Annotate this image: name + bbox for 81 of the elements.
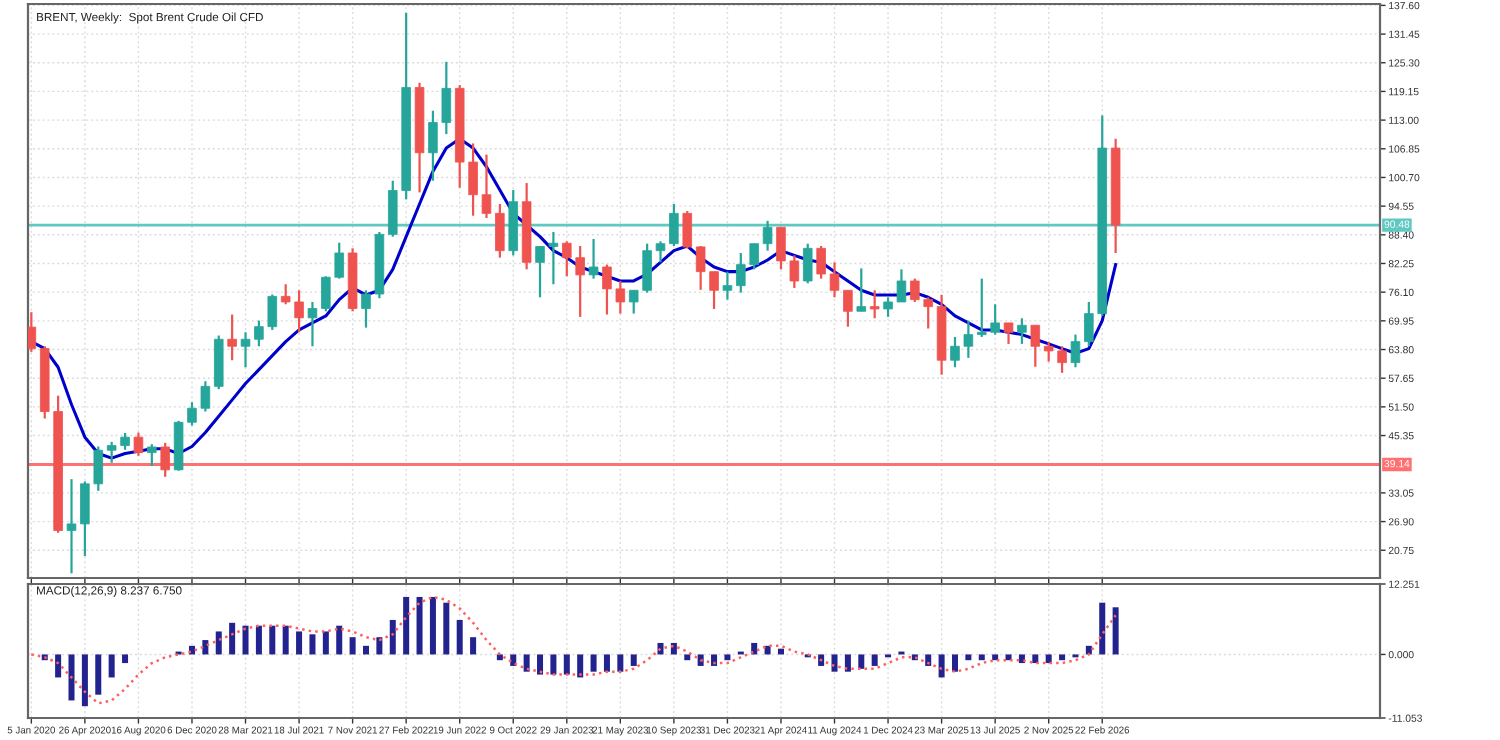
bar (938, 654, 945, 678)
bar (724, 654, 731, 661)
bar (389, 619, 396, 655)
bar (965, 654, 972, 661)
bar (282, 625, 289, 655)
bar (309, 634, 316, 655)
bar (858, 654, 865, 669)
candlestick (762, 219, 773, 252)
candlestick (160, 441, 170, 478)
bar (684, 654, 691, 661)
bar (215, 631, 222, 655)
bar (871, 654, 878, 666)
bar (122, 654, 129, 664)
bar (563, 654, 570, 675)
bar (1112, 607, 1119, 655)
bar (429, 596, 436, 655)
bar (577, 654, 584, 678)
candlestick (147, 443, 157, 468)
bar (242, 625, 249, 655)
bar (590, 654, 597, 672)
bar (95, 654, 102, 695)
candlestick (1070, 333, 1081, 369)
bar (1018, 654, 1025, 664)
bar (55, 654, 62, 678)
bar (362, 645, 370, 655)
bar (81, 654, 88, 707)
candlestick (1030, 324, 1041, 368)
bar (550, 654, 557, 675)
bar (603, 654, 610, 672)
bar (255, 625, 262, 655)
bar (617, 654, 624, 672)
candlestick (28, 311, 37, 353)
candlestick (856, 267, 867, 313)
bar (456, 619, 463, 655)
bar (376, 637, 383, 655)
bar (443, 602, 450, 655)
bar (1032, 654, 1039, 664)
candlestick (227, 313, 237, 362)
bar (1045, 654, 1052, 664)
candlestick (869, 289, 880, 320)
bar (630, 654, 637, 666)
line-series (30, 595, 1117, 705)
bar (68, 654, 75, 701)
candlestick (669, 202, 679, 248)
bar (269, 625, 276, 655)
candlestick (307, 300, 318, 348)
bar (403, 596, 410, 655)
bar (1099, 602, 1106, 655)
bar (349, 637, 356, 655)
bar (1005, 654, 1012, 661)
bar (697, 654, 704, 666)
bar (978, 654, 985, 661)
candlestick (495, 202, 505, 259)
bar (1059, 654, 1066, 661)
candlestick (213, 334, 224, 391)
bar (523, 654, 530, 672)
bar (844, 654, 851, 672)
bar (108, 654, 115, 678)
bar (510, 654, 517, 666)
bar (322, 631, 329, 655)
candlestick (682, 209, 693, 250)
bar (537, 654, 544, 675)
bar (496, 654, 503, 661)
bar (992, 654, 999, 661)
bar (336, 625, 343, 655)
candlestick (802, 242, 813, 285)
bar (470, 637, 477, 655)
bar (202, 640, 209, 655)
candlestick (722, 270, 733, 301)
bar (296, 631, 303, 655)
candlestick (588, 237, 599, 280)
bar (831, 654, 838, 672)
bar (657, 642, 664, 655)
bar (416, 596, 423, 655)
bar (229, 622, 236, 655)
bar (711, 654, 718, 666)
candlestick (133, 431, 144, 457)
candlestick (1017, 317, 1027, 346)
bar (951, 654, 958, 672)
candlestick (816, 244, 826, 280)
candlestick (1003, 321, 1014, 346)
